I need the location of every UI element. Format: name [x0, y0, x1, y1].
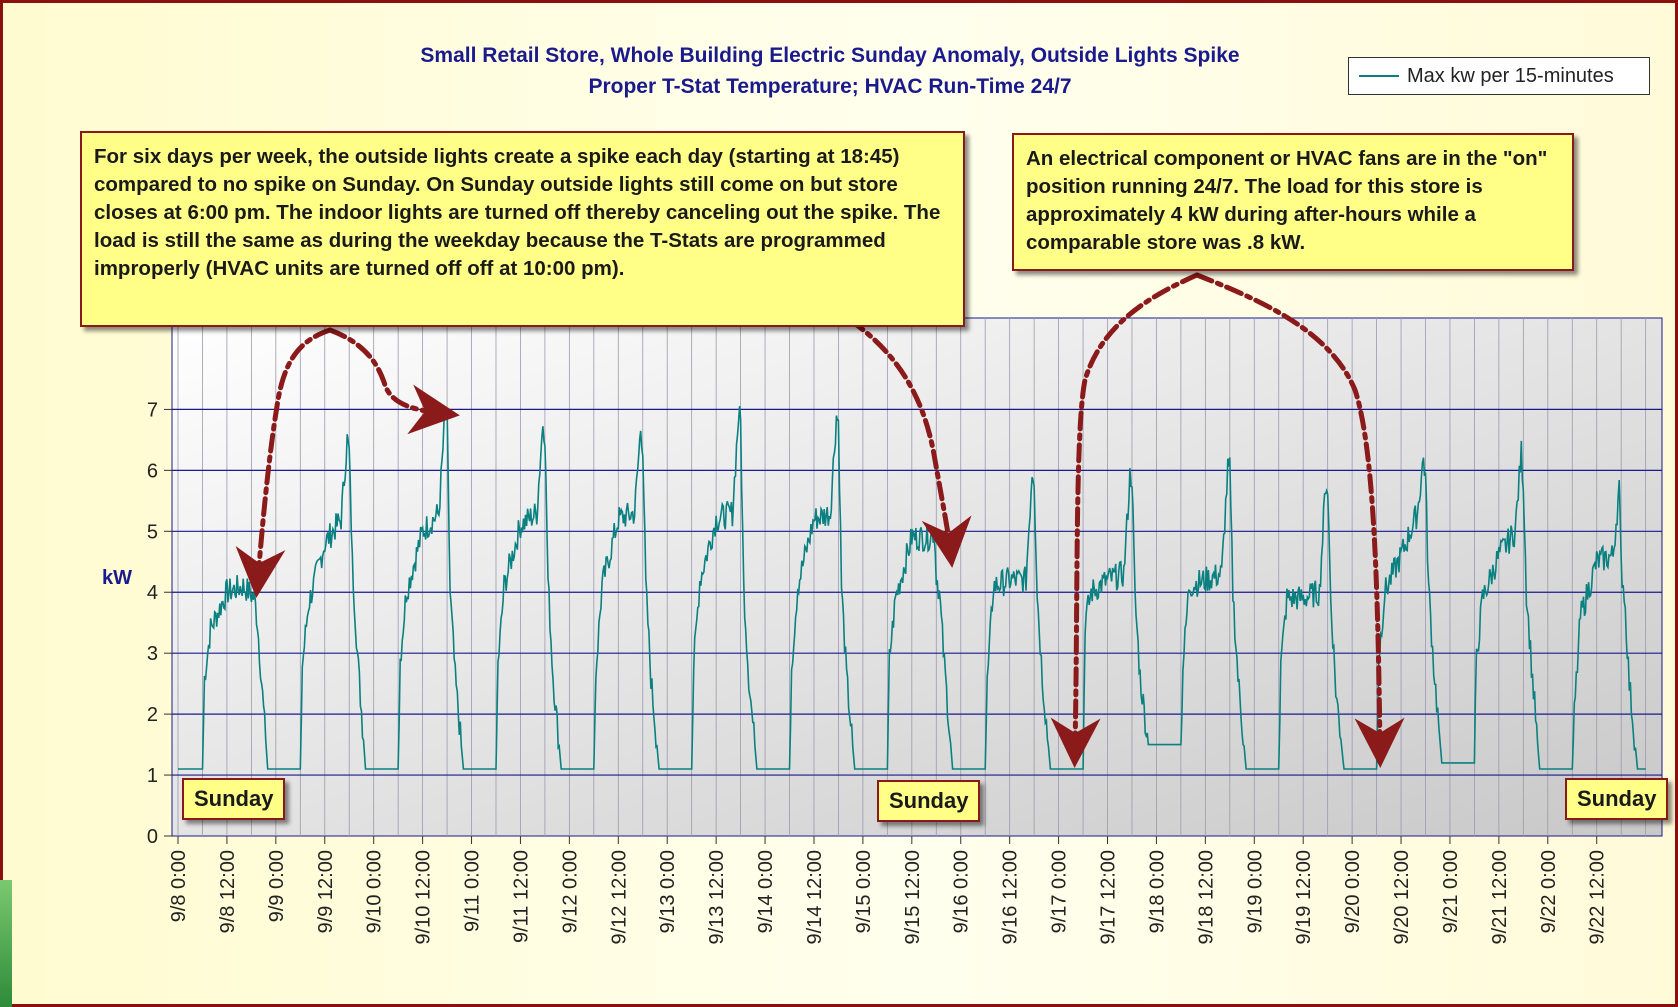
arrow-to-afterhours-2 [1194, 272, 1405, 768]
legend: Max kw per 15-minutes [1348, 57, 1650, 95]
chart-title-block: Small Retail Store, Whole Building Elect… [300, 40, 1360, 102]
annotation-note-afterhours: An electrical component or HVAC fans are… [1012, 133, 1574, 271]
x-tick-label: 9/21 0:00 [1440, 850, 1462, 933]
x-tick-label: 9/14 0:00 [755, 850, 777, 933]
annotation-text: An electrical component or HVAC fans are… [1026, 147, 1548, 254]
annotation-note-sunday: For six days per week, the outside light… [80, 131, 965, 327]
y-tick-label: 7 [147, 399, 158, 421]
x-tick-label: 9/18 12:00 [1195, 850, 1217, 945]
x-tick-label: 9/20 12:00 [1391, 850, 1413, 945]
x-tick-label: 9/15 12:00 [902, 850, 924, 945]
sunday-label-1: Sunday [182, 778, 286, 820]
x-tick-label: 9/14 12:00 [804, 850, 826, 945]
y-tick-label: 3 [147, 643, 158, 665]
x-tick-label: 9/9 0:00 [266, 850, 288, 922]
x-tick-label: 9/16 0:00 [951, 850, 973, 933]
sunday-label-3: Sunday [1565, 778, 1669, 820]
chart-title: Small Retail Store, Whole Building Elect… [420, 44, 1240, 67]
annotation-text: For six days per week, the outside light… [94, 145, 941, 280]
y-tick-label: 0 [147, 826, 158, 848]
y-tick-label: 1 [147, 765, 158, 787]
x-tick-label: 9/17 0:00 [1049, 850, 1071, 933]
x-tick-label: 9/19 0:00 [1244, 850, 1266, 933]
x-tick-label: 9/17 12:00 [1098, 850, 1120, 945]
side-accent-bar [0, 880, 12, 1007]
arrow-to-afterhours-1 [1050, 272, 1200, 768]
arrow-to-sunday-2 [847, 317, 972, 568]
y-axis-ticks: 0 1 2 3 4 5 6 7 [147, 399, 172, 848]
x-tick-label: 9/8 0:00 [168, 850, 190, 922]
x-tick-label: 9/22 12:00 [1587, 850, 1609, 945]
x-tick-label: 9/9 12:00 [315, 850, 337, 933]
y-tick-label: 4 [147, 582, 158, 604]
x-tick-label: 9/12 12:00 [608, 850, 630, 945]
x-tick-label: 9/19 12:00 [1293, 850, 1315, 945]
x-tick-label: 9/10 0:00 [364, 850, 386, 933]
y-tick-label: 2 [147, 704, 158, 726]
arrow-to-sunday-1 [235, 327, 333, 598]
chart-subtitle: Proper T-Stat Temperature; HVAC Run-Time… [588, 75, 1072, 98]
y-tick-label: 5 [147, 521, 158, 543]
x-tick-label: 9/11 12:00 [510, 850, 532, 943]
x-tick-label: 9/10 12:00 [413, 850, 435, 945]
x-tick-label: 9/21 12:00 [1489, 850, 1511, 945]
x-tick-label: 9/12 0:00 [559, 850, 581, 933]
y-axis-label: kW [102, 567, 132, 589]
x-tick-label: 9/18 0:00 [1146, 850, 1168, 933]
x-tick-label: 9/22 0:00 [1538, 850, 1560, 933]
sunday-label-2: Sunday [877, 780, 981, 822]
x-tick-label: 9/13 0:00 [657, 850, 679, 933]
x-tick-label: 9/20 0:00 [1342, 850, 1364, 933]
series-line-max-kw [178, 406, 1646, 770]
legend-swatch [1359, 75, 1399, 77]
horizontal-gridlines [172, 408, 1662, 776]
x-tick-label: 9/11 0:00 [462, 850, 484, 932]
legend-label: Max kw per 15-minutes [1407, 64, 1614, 87]
x-tick-label: 9/13 12:00 [706, 850, 728, 945]
x-tick-label: 9/16 12:00 [1000, 850, 1022, 945]
callout-arrows [235, 272, 1405, 768]
y-tick-label: 6 [147, 460, 158, 482]
x-tick-label: 9/15 0:00 [853, 850, 875, 933]
x-tick-label: 9/8 12:00 [217, 850, 239, 933]
x-axis-ticks: 9/8 0:00 9/8 12:00 9/9 0:00 9/9 12:00 9/10 0… [168, 836, 1609, 945]
arrow-to-weekday-spike [327, 327, 460, 435]
